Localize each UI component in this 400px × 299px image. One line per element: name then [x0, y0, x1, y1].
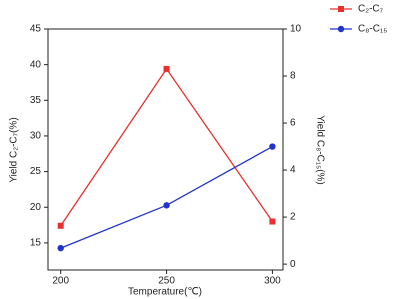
- y-tick-label: 40: [30, 59, 42, 70]
- y-tick-label: 15: [30, 238, 42, 249]
- data-point: [163, 202, 170, 209]
- x-tick-label: 300: [264, 276, 281, 287]
- legend-label: C₂-C₇: [358, 4, 384, 15]
- y2-tick-label: 10: [290, 24, 302, 35]
- data-point: [57, 244, 64, 252]
- x-tick-label: 250: [158, 276, 175, 287]
- y-tick-label: 30: [30, 131, 42, 142]
- y-tick-label: 45: [30, 24, 42, 35]
- x-axis-title: Temperature(℃): [128, 287, 202, 298]
- data-point: [163, 65, 170, 72]
- y-tick-label: 25: [30, 166, 42, 177]
- y2-tick-label: 0: [290, 259, 296, 270]
- y2-tick-label: 2: [290, 212, 296, 223]
- y2-tick-label: 4: [290, 165, 296, 176]
- legend-marker: [337, 25, 345, 33]
- y2-axis-title: Yield C₈-C₁₅(%): [314, 115, 325, 185]
- y-tick-label: 20: [30, 202, 42, 213]
- series-line: [60, 145, 273, 249]
- y2-tick-label: 8: [290, 71, 296, 82]
- y-tick-label: 35: [30, 95, 42, 106]
- plot-frame: [47, 28, 284, 271]
- legend-marker: [338, 6, 344, 12]
- legend-label: C₈-C₁₅: [358, 24, 387, 35]
- data-point: [269, 143, 276, 150]
- y-axis-title: Yield C₂-C₇(%): [9, 117, 20, 182]
- x-tick-label: 200: [52, 276, 69, 287]
- y2-tick-label: 6: [290, 118, 296, 129]
- data-point: [57, 222, 64, 229]
- data-point: [269, 218, 276, 225]
